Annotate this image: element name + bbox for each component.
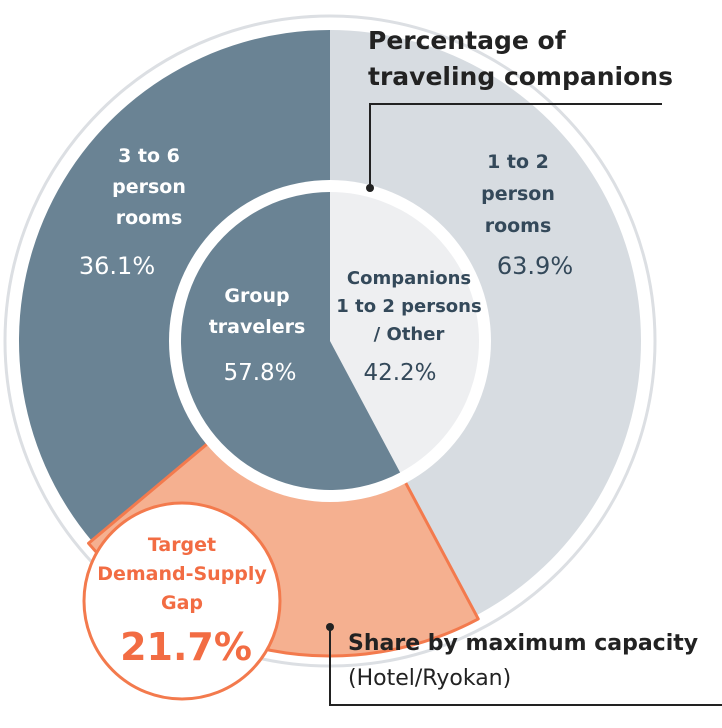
gap-badge-line1: Target	[148, 534, 216, 556]
inner-label-companions-line2: 1 to 2 persons	[336, 296, 481, 317]
outer-slice-3-6-person-rooms	[18, 30, 330, 541]
inner-slice-companions-1-2-persons	[330, 192, 479, 473]
outer-label-3-6-line1: 3 to 6	[118, 145, 180, 167]
gap-badge-circle	[82, 501, 282, 701]
bottom-callout-line2: (Hotel/Ryokan)	[348, 666, 511, 691]
top-callout-dot	[366, 184, 374, 192]
gap-badge-value: 21.7%	[120, 625, 252, 669]
inner-label-group-line1: Group	[224, 285, 289, 307]
inner-label-companions-line3: / Other	[374, 324, 445, 345]
outer-label-3-6-line3: rooms	[116, 207, 183, 229]
inner-slice-group-travelers	[180, 192, 401, 490]
top-callout-line2: traveling companions	[368, 62, 673, 91]
outer-value-3-6: 36.1%	[79, 252, 155, 280]
outer-label-1-2-line2: person	[481, 183, 555, 205]
outer-label-1-2-line1: 1 to 2	[487, 151, 549, 173]
gap-badge-line2: Demand-Supply	[97, 563, 267, 585]
top-callout-leader-line	[369, 103, 662, 185]
outer-label-3-6-line2: person	[112, 176, 186, 198]
bottom-callout-leader-line	[329, 628, 722, 706]
outer-label-1-2-line3: rooms	[485, 215, 552, 237]
bottom-callout-line1: Share by maximum capacity	[348, 631, 698, 656]
gap-badge-line3: Gap	[161, 592, 203, 614]
outer-value-1-2: 63.9%	[497, 252, 573, 280]
inner-value-group: 57.8%	[223, 360, 296, 386]
inner-value-companions: 42.2%	[363, 360, 436, 386]
inner-label-companions-line1: Companions	[347, 268, 471, 289]
bottom-callout-dot	[326, 623, 334, 631]
top-callout-line1: Percentage of	[368, 26, 567, 55]
inner-label-group-line2: travelers	[209, 316, 306, 338]
